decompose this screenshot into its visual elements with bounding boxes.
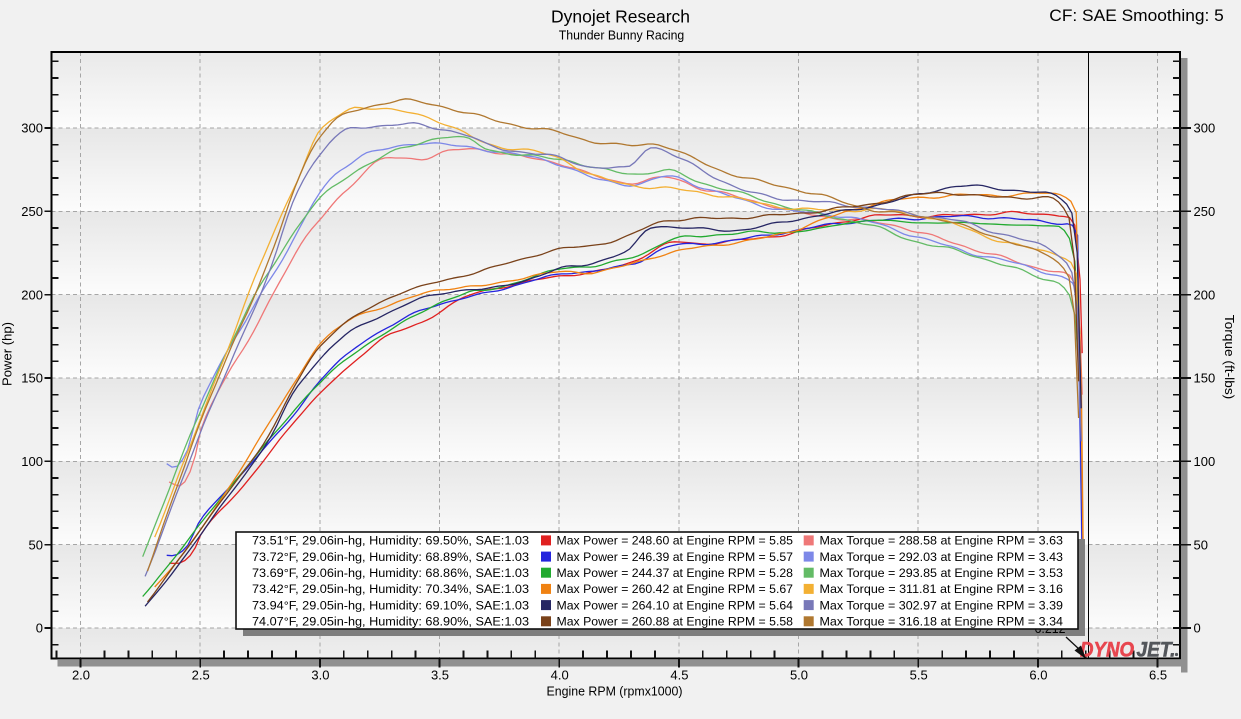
svg-text:73.42°F, 29.05in-hg, Humidity:: 73.42°F, 29.05in-hg, Humidity: 70.34%, S…	[252, 582, 529, 596]
svg-text:100: 100	[21, 454, 43, 469]
svg-text:2.5: 2.5	[192, 668, 210, 683]
svg-text:Max Torque = 288.58 at Engine: Max Torque = 288.58 at Engine RPM = 3.63	[820, 534, 1064, 548]
svg-text:Power (hp): Power (hp)	[0, 322, 15, 386]
svg-text:Max Power = 246.39 at Engine R: Max Power = 246.39 at Engine RPM = 5.57	[557, 550, 794, 564]
svg-text:4.0: 4.0	[551, 668, 569, 683]
svg-text:4.5: 4.5	[670, 668, 688, 683]
svg-text:Engine RPM (rpmx1000): Engine RPM (rpmx1000)	[547, 684, 683, 699]
svg-text:200: 200	[1194, 287, 1216, 302]
svg-text:73.94°F, 29.05in-hg, Humidity:: 73.94°F, 29.05in-hg, Humidity: 69.10%, S…	[252, 598, 529, 612]
svg-text:Torque (ft-lbs): Torque (ft-lbs)	[1222, 315, 1237, 400]
svg-text:6.5: 6.5	[1149, 668, 1167, 683]
svg-text:0: 0	[1194, 621, 1201, 636]
svg-text:73.51°F, 29.06in-hg, Humidity:: 73.51°F, 29.06in-hg, Humidity: 69.50%, S…	[252, 534, 529, 548]
svg-text:150: 150	[1194, 371, 1216, 386]
svg-text:0: 0	[36, 621, 43, 636]
svg-text:Max Torque = 316.18 at Engine: Max Torque = 316.18 at Engine RPM = 3.34	[820, 615, 1064, 629]
svg-text:5.5: 5.5	[910, 668, 928, 683]
svg-text:3.5: 3.5	[431, 668, 449, 683]
svg-text:Max Torque = 293.85 at Engine: Max Torque = 293.85 at Engine RPM = 3.53	[820, 566, 1064, 580]
svg-text:CF: SAE Smoothing: 5: CF: SAE Smoothing: 5	[1049, 6, 1224, 25]
svg-text:6.0: 6.0	[1029, 668, 1047, 683]
svg-text:150: 150	[21, 371, 43, 386]
svg-text:Max Torque = 302.97 at Engine: Max Torque = 302.97 at Engine RPM = 3.39	[820, 598, 1064, 612]
svg-text:Max Power = 260.42 at Engine R: Max Power = 260.42 at Engine RPM = 5.67	[557, 582, 794, 596]
svg-text:73.69°F, 29.06in-hg, Humidity:: 73.69°F, 29.06in-hg, Humidity: 68.86%, S…	[252, 566, 529, 580]
svg-text:Max Power = 244.37 at Engine R: Max Power = 244.37 at Engine RPM = 5.28	[557, 566, 794, 580]
svg-text:250: 250	[21, 204, 43, 219]
svg-text:74.07°F, 29.05in-hg, Humidity:: 74.07°F, 29.05in-hg, Humidity: 68.90%, S…	[252, 615, 529, 629]
svg-text:73.72°F, 29.06in-hg, Humidity:: 73.72°F, 29.06in-hg, Humidity: 68.89%, S…	[252, 550, 529, 564]
svg-text:DYNO: DYNO	[1080, 639, 1134, 662]
svg-text:300: 300	[21, 121, 43, 136]
svg-text:200: 200	[21, 287, 43, 302]
svg-text:50: 50	[29, 537, 43, 552]
svg-text:Max Torque = 292.03 at Engine: Max Torque = 292.03 at Engine RPM = 3.43	[820, 550, 1064, 564]
svg-text:300: 300	[1194, 121, 1216, 136]
svg-text:2.0: 2.0	[72, 668, 90, 683]
svg-text:5.0: 5.0	[790, 668, 808, 683]
svg-text:Dynojet Research: Dynojet Research	[551, 7, 690, 27]
svg-text:3.0: 3.0	[311, 668, 329, 683]
svg-text:250: 250	[1194, 204, 1216, 219]
svg-text:100: 100	[1194, 454, 1216, 469]
svg-text:50: 50	[1194, 537, 1208, 552]
svg-text:Max Power = 248.60 at Engine R: Max Power = 248.60 at Engine RPM = 5.85	[557, 534, 794, 548]
svg-text:Max Power = 264.10 at Engine R: Max Power = 264.10 at Engine RPM = 5.64	[557, 598, 794, 612]
svg-text:Thunder Bunny Racing: Thunder Bunny Racing	[559, 29, 685, 43]
svg-text:JET.: JET.	[1137, 639, 1176, 662]
svg-text:Max Power = 260.88 at Engine R: Max Power = 260.88 at Engine RPM = 5.58	[557, 615, 794, 629]
svg-text:Max Torque = 311.81 at Engine: Max Torque = 311.81 at Engine RPM = 3.16	[820, 582, 1064, 596]
